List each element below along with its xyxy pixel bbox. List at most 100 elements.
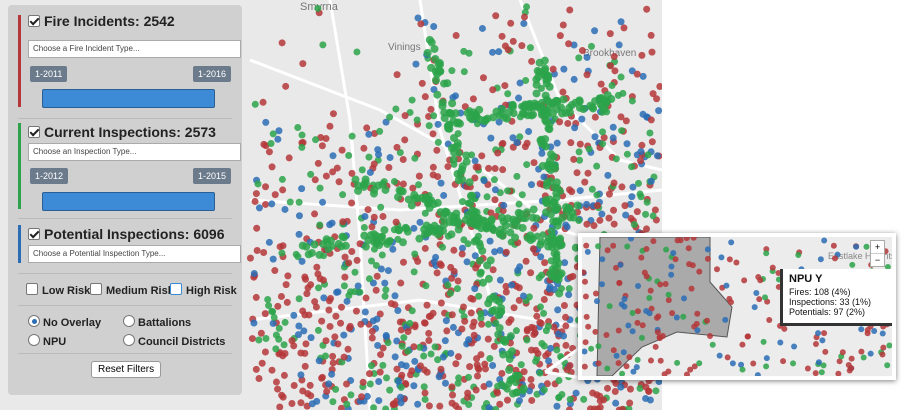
incident-dot xyxy=(370,213,378,221)
incident-dot xyxy=(248,335,256,343)
incident-dot xyxy=(436,402,444,410)
incident-dot xyxy=(351,175,360,184)
incident-dot xyxy=(335,178,343,186)
incident-dot xyxy=(354,181,363,190)
incident-dot xyxy=(356,288,364,296)
incident-dot xyxy=(450,246,458,254)
incident-dot xyxy=(390,177,398,185)
reset-button[interactable]: Reset Filters xyxy=(91,361,162,378)
incident-dot xyxy=(417,20,425,28)
incident-dot xyxy=(450,267,458,275)
incident-dot xyxy=(738,361,745,368)
incident-dot xyxy=(523,336,531,344)
incident-dot xyxy=(452,209,461,218)
incident-dot xyxy=(600,104,609,113)
incident-dot xyxy=(630,368,637,375)
incident-dot xyxy=(327,294,335,302)
incident-dot xyxy=(592,328,599,335)
risk-high[interactable]: High Risk xyxy=(170,283,237,297)
incident-dot xyxy=(644,151,652,159)
fire-date-slider[interactable] xyxy=(42,89,215,108)
incident-dot xyxy=(418,79,426,87)
overlay-text: Battalions xyxy=(138,317,192,329)
zoom-out[interactable]: − xyxy=(871,253,884,266)
zoom-in[interactable]: + xyxy=(874,242,881,252)
incident-dot xyxy=(464,240,472,248)
overlay-council[interactable]: Council Districts xyxy=(123,334,225,348)
fire-type-input[interactable]: Choose a Fire Incident Type... xyxy=(28,40,241,58)
incident-dot xyxy=(425,312,433,320)
incident-dot xyxy=(704,246,711,253)
incident-dot xyxy=(588,345,595,352)
incident-dot xyxy=(360,144,368,152)
inspection-title[interactable]: Current Inspections: 2573 xyxy=(28,124,216,140)
incident-dot xyxy=(265,302,273,310)
incident-dot xyxy=(599,256,606,263)
incident-dot xyxy=(370,160,378,168)
incident-dot xyxy=(270,313,278,321)
potential-type-input[interactable]: Choose a Potential Inspection Type... xyxy=(28,245,241,263)
incident-dot xyxy=(369,189,378,198)
incident-dot xyxy=(421,93,429,101)
incident-dot xyxy=(449,323,457,331)
npu-tooltip: NPU Y Fires: 108 (4%) Inspections: 33 (1… xyxy=(780,269,892,326)
incident-dot xyxy=(302,340,310,348)
incident-dot xyxy=(448,67,456,75)
incident-dot xyxy=(491,196,499,204)
incident-dot xyxy=(279,186,287,194)
risk-low[interactable]: Low Risk xyxy=(26,283,90,297)
incident-dot xyxy=(476,269,485,278)
incident-dot xyxy=(780,358,787,365)
incident-dot xyxy=(374,341,382,349)
incident-dot xyxy=(298,131,306,139)
incident-dot xyxy=(728,239,735,246)
incident-dot xyxy=(253,247,261,255)
risk-medium[interactable]: Medium Risk xyxy=(90,283,174,297)
incident-dot xyxy=(613,352,620,359)
incident-dot xyxy=(444,281,452,289)
incident-dot xyxy=(543,380,551,388)
incident-dot xyxy=(523,3,531,11)
incident-dot xyxy=(325,306,333,314)
incident-dot xyxy=(449,391,457,399)
incident-dot xyxy=(522,208,531,217)
overlay-battalions[interactable]: Battalions xyxy=(123,315,191,329)
overlay-npu[interactable]: NPU xyxy=(28,334,66,348)
incident-dot xyxy=(541,259,549,267)
overlay-none[interactable]: No Overlay xyxy=(28,315,101,329)
incident-dot xyxy=(716,352,723,359)
incident-dot xyxy=(274,302,282,310)
potential-title[interactable]: Potential Inspections: 6096 xyxy=(28,226,225,242)
incident-dot xyxy=(517,361,525,369)
incident-dot xyxy=(528,396,536,404)
incident-dot xyxy=(408,96,416,104)
incident-dot xyxy=(331,333,339,341)
incident-dot xyxy=(503,114,512,123)
incident-dot xyxy=(647,116,655,124)
incident-dot xyxy=(620,349,627,356)
incident-dot xyxy=(500,201,508,209)
incident-dot xyxy=(443,121,452,130)
incident-dot xyxy=(522,77,530,85)
incident-dot xyxy=(547,344,555,352)
incident-dot xyxy=(265,238,273,246)
incident-dot xyxy=(540,173,548,181)
incident-dot xyxy=(449,94,457,102)
fire-title[interactable]: Fire Incidents: 2542 xyxy=(28,13,175,29)
inspection-date-slider[interactable] xyxy=(42,192,215,211)
incident-dot xyxy=(333,288,341,296)
inspection-type-input[interactable]: Choose an Inspection Type... xyxy=(28,143,241,161)
incident-dot xyxy=(485,380,493,388)
incident-dot xyxy=(437,365,445,373)
incident-dot xyxy=(657,281,664,288)
incident-dot xyxy=(812,341,819,348)
incident-dot xyxy=(617,261,624,268)
incident-dot xyxy=(516,79,524,87)
incident-dot xyxy=(358,393,366,401)
incident-dot xyxy=(268,163,276,171)
incident-dot xyxy=(475,256,484,265)
incident-dot xyxy=(421,209,429,217)
incident-dot xyxy=(471,252,479,260)
incident-dot xyxy=(301,362,309,370)
incident-dot xyxy=(486,237,494,245)
